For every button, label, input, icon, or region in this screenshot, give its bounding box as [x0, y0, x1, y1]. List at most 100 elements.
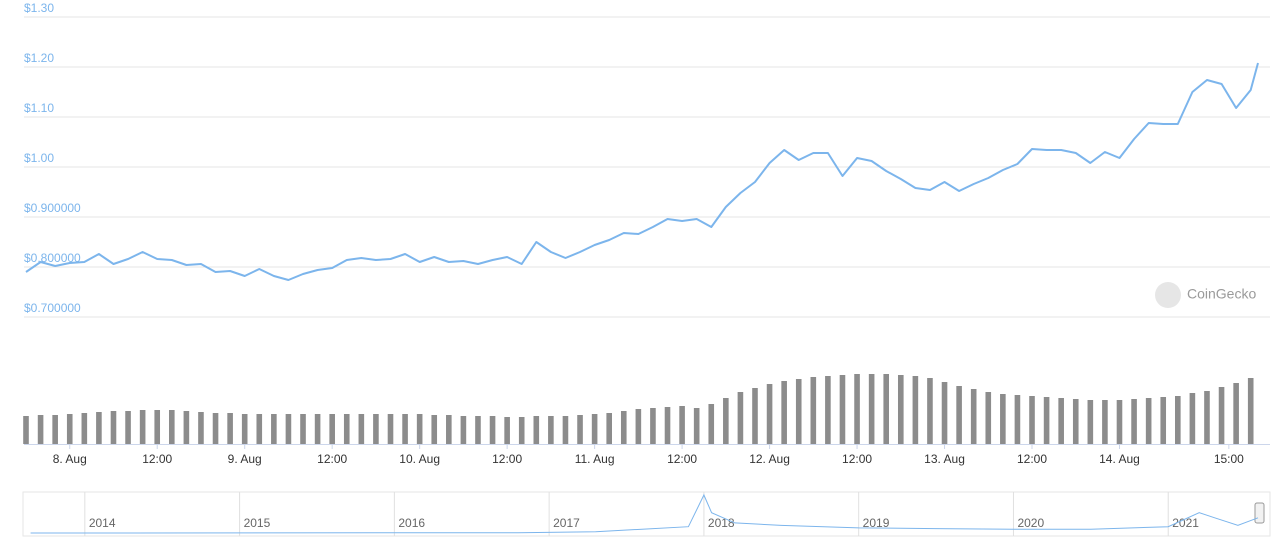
volume-bar — [373, 414, 379, 444]
volume-bar — [868, 374, 875, 444]
navigator-frame — [22, 491, 1271, 537]
volume-bar — [970, 389, 977, 444]
volume-bar — [358, 414, 365, 444]
x-tick-label: 15:00 — [1214, 452, 1244, 466]
volume-bar — [431, 415, 438, 444]
volume-bar — [679, 406, 685, 444]
y-tick-label: $1.00 — [24, 151, 54, 165]
volume-bar — [795, 379, 802, 444]
volume-bar — [1072, 399, 1079, 444]
x-tick-label: 12:00 — [1017, 452, 1047, 466]
volume-bar — [1160, 397, 1167, 444]
volume-bar — [723, 398, 729, 444]
y-tick-label: $1.20 — [24, 51, 54, 65]
volume-bar — [1087, 400, 1094, 444]
x-tick-label: 11. Aug — [575, 452, 615, 466]
x-tick-label: 12:00 — [317, 452, 347, 466]
volume-bar — [183, 411, 190, 444]
volume-bar — [343, 414, 350, 444]
volume-bar — [271, 414, 277, 444]
volume-bar — [154, 410, 161, 444]
volume-bar — [314, 414, 321, 444]
x-tick-label: 12:00 — [142, 452, 172, 466]
y-tick-label: $1.10 — [24, 101, 54, 115]
navigator-tick-label: 2019 — [863, 516, 890, 530]
x-tick-label: 9. Aug — [228, 452, 262, 466]
navigator-tick-label: 2020 — [1017, 516, 1044, 530]
volume-bar — [883, 374, 890, 444]
volume-bar — [810, 377, 817, 444]
volume-bar — [1204, 391, 1210, 444]
volume-bar — [533, 416, 540, 444]
volume-bar — [212, 413, 219, 444]
navigator-tick-label: 2016 — [398, 516, 425, 530]
volume-bar — [96, 412, 102, 444]
volume-bar — [227, 413, 233, 444]
volume-bar — [1218, 387, 1225, 444]
volume-bar — [402, 414, 408, 444]
x-tick-label: 10. Aug — [399, 452, 440, 466]
volume-bar — [125, 411, 131, 444]
volume-bar — [606, 413, 612, 444]
watermark-logo — [1155, 282, 1181, 308]
volume-bar — [1233, 383, 1239, 444]
volume-bar — [839, 375, 846, 444]
volume-bar — [941, 382, 948, 444]
volume-bar — [1029, 396, 1035, 444]
x-tick-label: 12:00 — [842, 452, 872, 466]
volume-bar — [737, 392, 744, 444]
volume-bar — [577, 415, 583, 444]
volume-bar — [650, 408, 656, 444]
volume-bar — [766, 384, 773, 444]
volume-bar — [1000, 394, 1006, 444]
volume-bar — [1175, 396, 1181, 444]
x-tick-label: 13. Aug — [924, 452, 965, 466]
volume-bar — [664, 407, 671, 444]
volume-bar — [1247, 378, 1254, 444]
volume-bar — [1014, 395, 1021, 444]
volume-bar — [37, 415, 44, 444]
x-tick-label: 12:00 — [492, 452, 522, 466]
navigator-tick-label: 2014 — [89, 516, 116, 530]
volume-bar — [81, 413, 88, 444]
volume-bar — [927, 378, 933, 444]
volume-bar — [1145, 398, 1152, 444]
volume-bar — [23, 416, 29, 444]
volume-bar — [781, 381, 787, 444]
volume-bar — [168, 410, 175, 444]
volume-bar — [475, 416, 481, 444]
volume-bar — [139, 410, 146, 444]
volume-bar — [241, 414, 248, 444]
volume-bar — [489, 416, 496, 444]
x-tick-label: 8. Aug — [53, 452, 87, 466]
volume-bar — [708, 404, 715, 444]
navigator-handle[interactable] — [1254, 502, 1265, 524]
volume-bar — [52, 415, 58, 444]
volume-bar — [752, 388, 758, 444]
volume-bar — [504, 417, 510, 444]
volume-bar — [562, 416, 569, 444]
x-tick-label: 12:00 — [667, 452, 697, 466]
navigator-line — [30, 493, 1259, 534]
volume-bar — [66, 414, 73, 444]
volume-bar — [110, 411, 117, 444]
navigator-tick-label: 2015 — [244, 516, 271, 530]
volume-bar — [1102, 400, 1108, 444]
volume-bar — [1189, 393, 1196, 444]
watermark: CoinGecko — [1187, 286, 1256, 302]
y-tick-label: $0.800000 — [24, 251, 81, 265]
x-tick-label: 12. Aug — [749, 452, 790, 466]
navigator-tick-label: 2017 — [553, 516, 580, 530]
volume-bar — [329, 414, 335, 444]
volume-bar — [985, 392, 992, 444]
volume-bar — [1058, 398, 1064, 444]
volume-bar — [693, 408, 700, 444]
price-line — [25, 62, 1259, 281]
volume-bar — [518, 417, 525, 444]
volume-bar — [1116, 400, 1123, 444]
volume-bar — [416, 414, 423, 444]
navigator-tick-label: 2018 — [708, 516, 735, 530]
navigator-tick-label: 2021 — [1172, 516, 1199, 530]
volume-bar — [285, 414, 292, 444]
volume-bar — [387, 414, 394, 444]
